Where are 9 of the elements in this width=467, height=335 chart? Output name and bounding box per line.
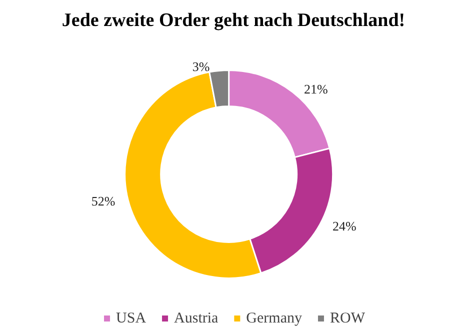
legend-label: ROW [330,310,366,326]
data-label: 52% [91,194,116,209]
legend-label: Austria [174,310,219,326]
data-label: 24% [332,218,356,234]
legend-label: USA [116,310,146,326]
data-label: 21% [304,81,328,96]
legend-label: Germany [246,310,302,326]
data-label: 3% [192,59,210,74]
chart-title: Jede zweite Order geht nach Deutschland! [62,10,406,31]
